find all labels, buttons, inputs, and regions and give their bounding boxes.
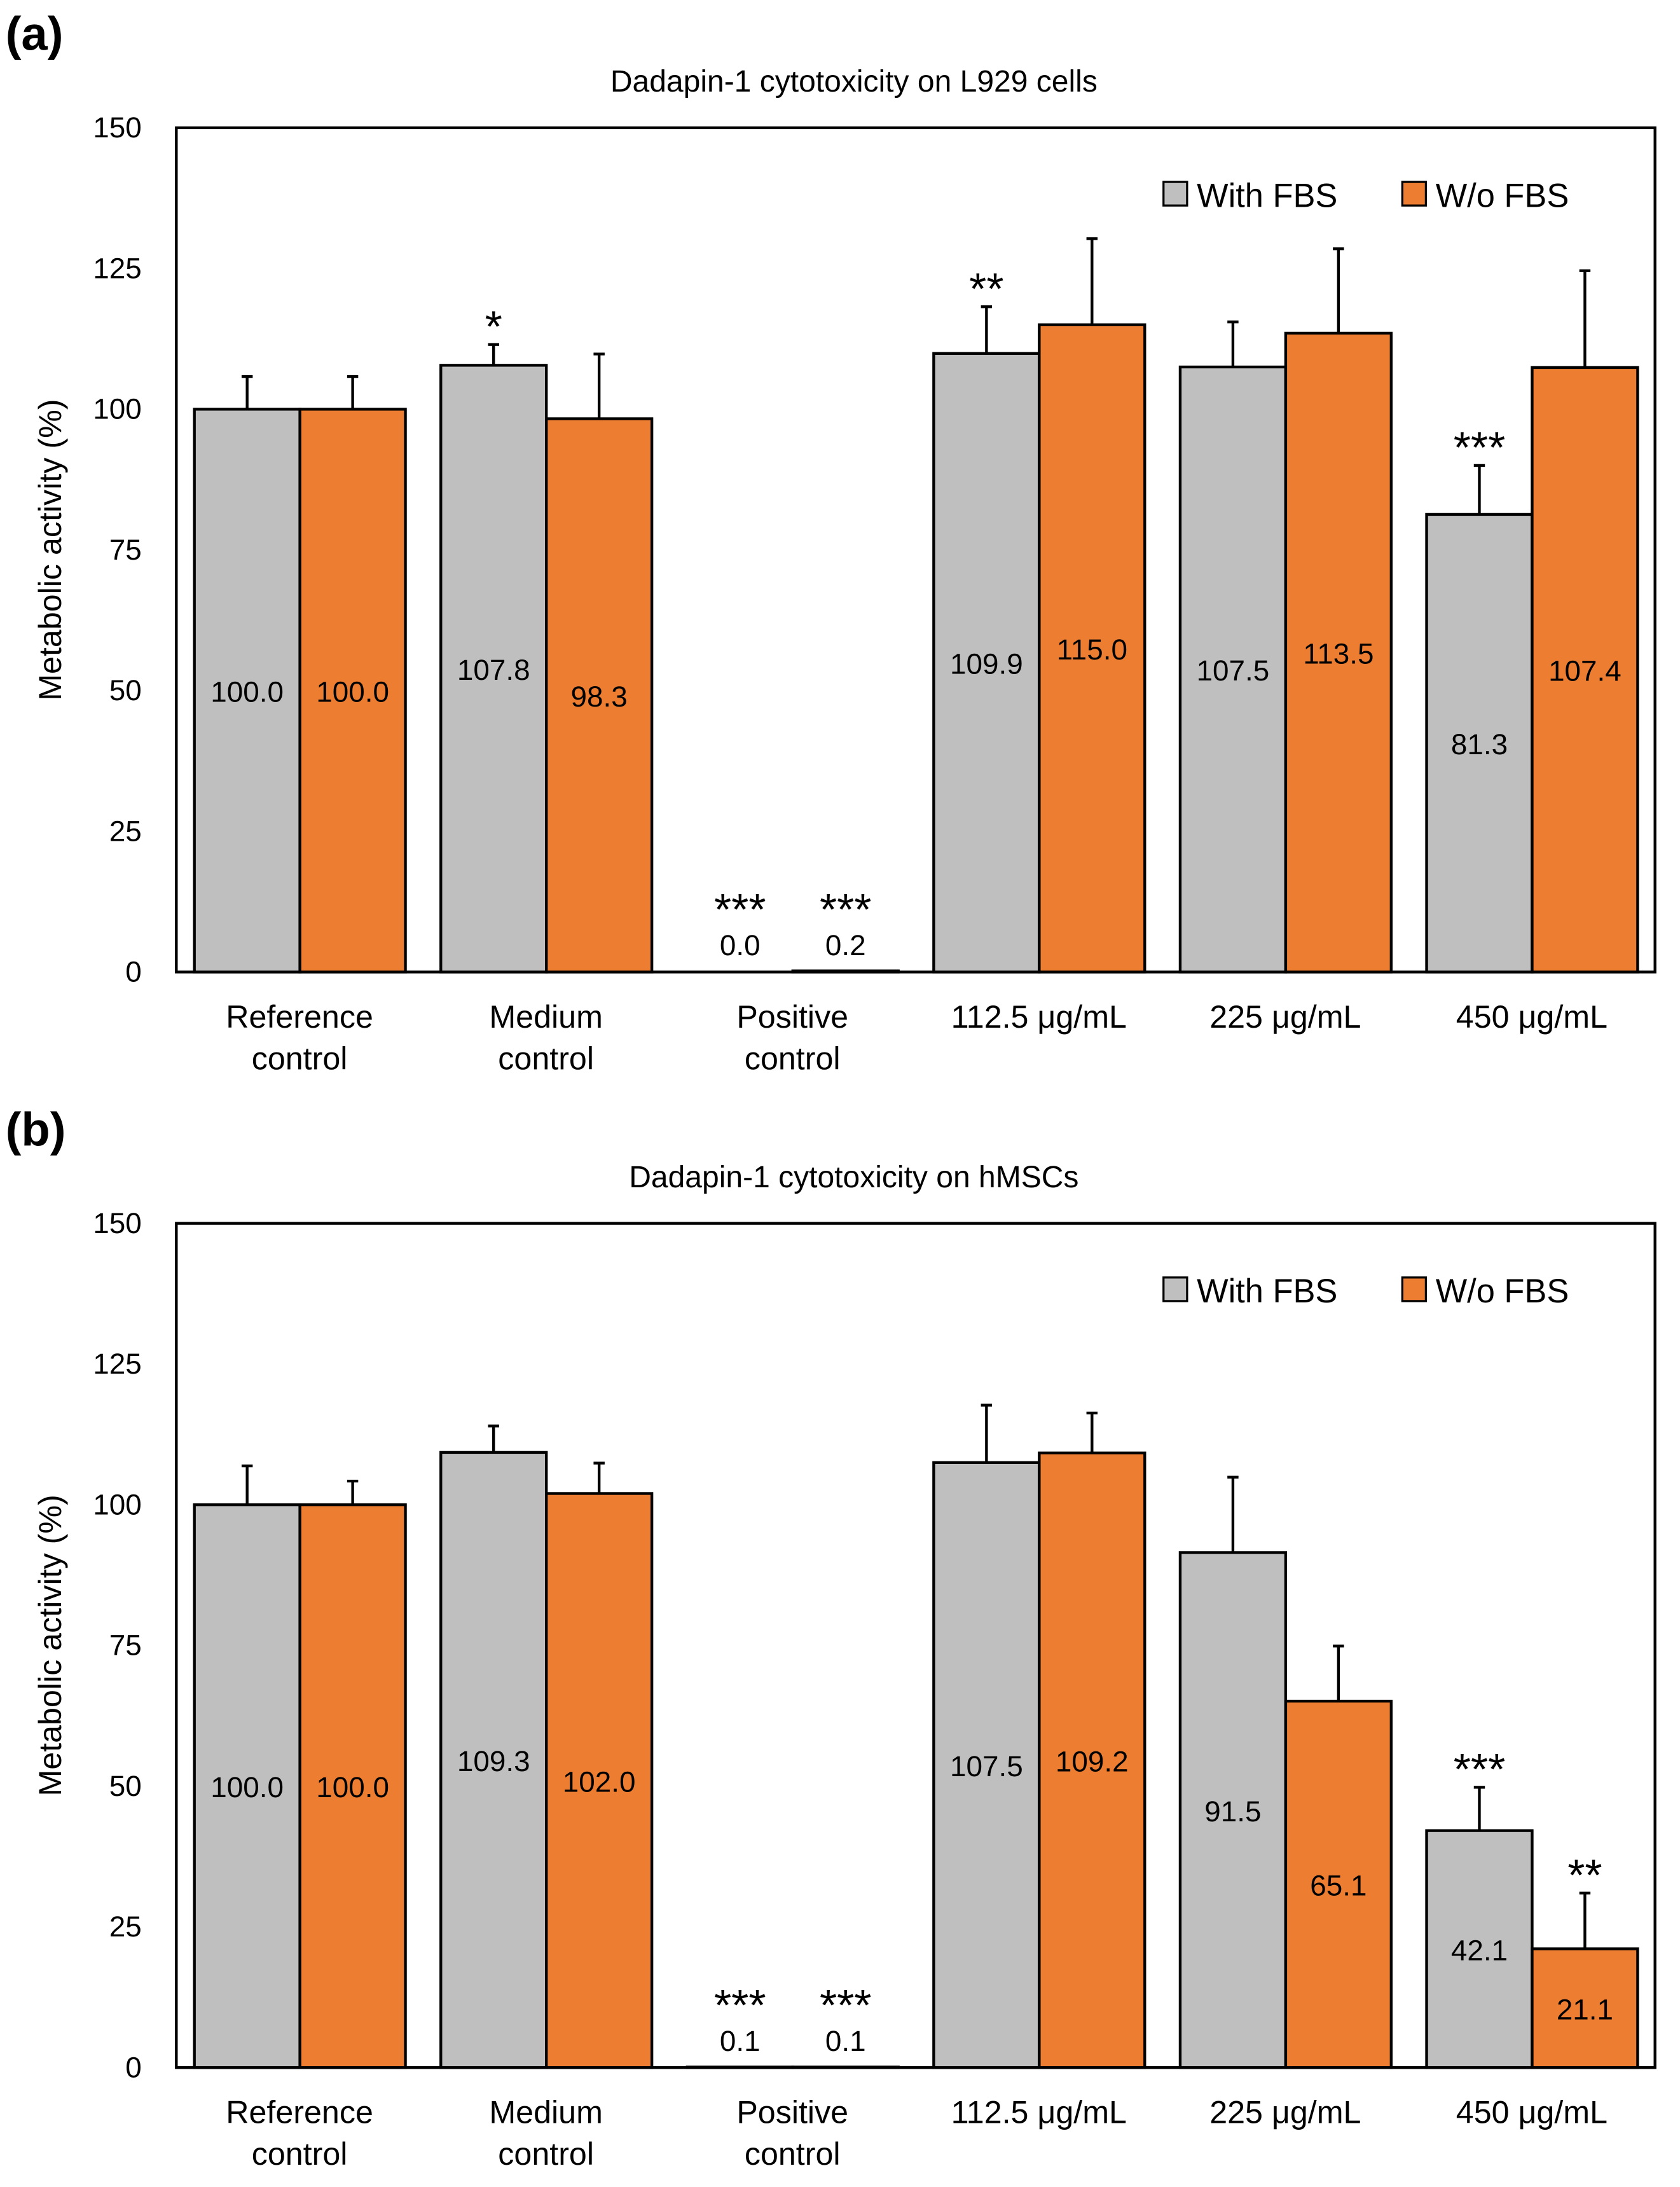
data-label: 109.2	[1056, 1744, 1129, 1777]
data-label: 109.3	[457, 1744, 530, 1777]
data-label: 65.1	[1310, 1869, 1367, 1902]
legend-label: With FBS	[1197, 1273, 1337, 1310]
x-tick-label: Reference	[226, 999, 373, 1035]
y-tick-label: 25	[109, 814, 142, 847]
x-tick-label: Medium	[489, 2095, 603, 2130]
bar-wo-fbs	[1038, 323, 1146, 974]
significance-marker: ***	[714, 1980, 766, 2030]
bar-wo-fbs	[1284, 1699, 1393, 2069]
bar-wo-fbs	[1531, 1947, 1639, 2069]
x-tick-label: Medium	[489, 999, 603, 1035]
bar-with-fbs	[1425, 513, 1534, 974]
data-label: 91.5	[1204, 1795, 1261, 1828]
data-label: 21.1	[1557, 1992, 1613, 2025]
significance-marker: ***	[1454, 1744, 1506, 1794]
bar-with-fbs	[439, 1451, 548, 2069]
significance-marker: ***	[714, 885, 766, 934]
y-tick-label: 150	[93, 1206, 142, 1239]
plot-area	[175, 126, 1656, 974]
bar-wo-fbs	[545, 1492, 654, 2069]
data-label: 115.0	[1057, 633, 1127, 666]
y-tick-label: 75	[109, 533, 142, 566]
y-tick-label: 0	[125, 2050, 142, 2083]
data-label: 100.0	[210, 1770, 284, 1804]
x-tick-label: 450 μg/mL	[1456, 2095, 1608, 2130]
y-axis-title: Metabolic activity (%)	[32, 1494, 68, 1796]
y-tick-label: 75	[109, 1629, 142, 1662]
x-tick-label: control	[745, 2136, 841, 2172]
y-tick-label: 150	[93, 111, 142, 144]
bar-with-fbs	[1178, 365, 1288, 974]
significance-marker: *	[485, 301, 502, 351]
data-label: 100.0	[210, 675, 284, 708]
x-tick-label: Positive	[736, 999, 848, 1035]
plot-area	[175, 1222, 1656, 2069]
legend-label: W/o FBS	[1436, 177, 1569, 214]
x-tick-label: 225 μg/mL	[1209, 2095, 1361, 2130]
data-label: 0.0	[720, 928, 761, 962]
y-tick-label: 100	[93, 1487, 142, 1521]
legend-swatch	[1401, 1276, 1428, 1302]
bar-wo-fbs	[298, 408, 407, 974]
panel-label: (a)	[6, 8, 64, 60]
significance-marker: **	[969, 264, 1003, 314]
x-tick-label: control	[498, 2136, 594, 2172]
chart-title: Dadapin-1 cytotoxicity on hMSCs	[629, 1161, 1078, 1194]
data-label: 113.5	[1303, 637, 1374, 670]
x-tick-label: 225 μg/mL	[1209, 999, 1361, 1035]
legend-label: W/o FBS	[1436, 1273, 1569, 1310]
panel-label: (b)	[6, 1103, 66, 1156]
bar-wo-fbs	[791, 969, 900, 974]
bar-with-fbs	[932, 1461, 1041, 2069]
bar-with-fbs	[193, 1503, 301, 2069]
data-label: 107.8	[457, 653, 530, 686]
bar-wo-fbs	[1284, 331, 1393, 974]
x-tick-label: 112.5 μg/mL	[951, 999, 1127, 1035]
significance-marker: ***	[1454, 423, 1506, 473]
data-label: 102.0	[563, 1765, 636, 1798]
x-tick-label: 450 μg/mL	[1456, 999, 1608, 1035]
data-label: 42.1	[1451, 1933, 1508, 1966]
data-label: 100.0	[316, 1770, 389, 1804]
x-tick-label: control	[498, 1040, 594, 1076]
data-label: 109.9	[950, 647, 1023, 680]
data-label: 81.3	[1451, 728, 1508, 761]
x-tick-label: 112.5 μg/mL	[951, 2095, 1127, 2130]
bar-wo-fbs	[545, 417, 654, 974]
data-label: 107.5	[950, 1749, 1023, 1783]
legend-swatch	[1162, 181, 1188, 207]
legend-swatch	[1162, 1276, 1188, 1302]
legend-label: With FBS	[1197, 177, 1337, 214]
data-label: 107.4	[1548, 654, 1621, 687]
chart-panel-0: (a) Dadapin-1 cytotoxicity on L929 cells 0…	[6, 8, 1656, 1076]
significance-marker: ***	[820, 885, 872, 934]
x-tick-label: control	[745, 1040, 841, 1076]
data-label: 0.1	[720, 2024, 761, 2057]
chart-panel-1: (b) Dadapin-1 cytotoxicity on hMSCs 0 25 50 7…	[6, 1103, 1656, 2172]
y-tick-label: 25	[109, 1910, 142, 1943]
bar-wo-fbs	[298, 1503, 407, 2069]
y-tick-label: 50	[109, 1769, 142, 1802]
y-tick-label: 100	[93, 392, 142, 425]
significance-marker: **	[1567, 1850, 1602, 1900]
y-tick-label: 125	[93, 251, 142, 284]
data-label: 107.5	[1197, 654, 1270, 687]
data-label: 0.2	[825, 928, 866, 962]
bar-with-fbs	[932, 352, 1041, 974]
y-tick-label: 0	[125, 955, 142, 988]
significance-marker: ***	[820, 1980, 872, 2030]
x-tick-label: Positive	[736, 2095, 848, 2130]
chart-title: Dadapin-1 cytotoxicity on L929 cells	[610, 65, 1098, 99]
data-label: 98.3	[571, 680, 628, 713]
legend-swatch	[1401, 181, 1428, 207]
x-tick-label: control	[252, 1040, 348, 1076]
x-tick-label: Reference	[226, 2095, 373, 2130]
y-tick-label: 50	[109, 673, 142, 707]
data-label: 100.0	[316, 675, 389, 708]
data-label: 0.1	[825, 2024, 866, 2057]
x-tick-label: control	[252, 2136, 348, 2172]
y-tick-label: 125	[93, 1347, 142, 1380]
y-axis-title: Metabolic activity (%)	[32, 399, 68, 701]
